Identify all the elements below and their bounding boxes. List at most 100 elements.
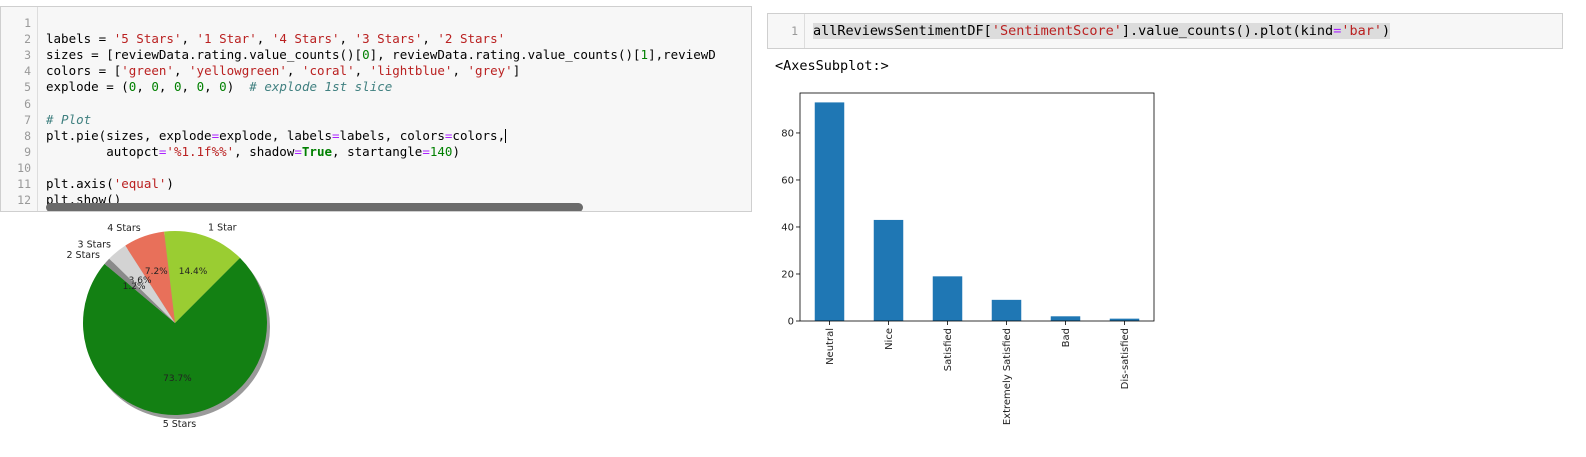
bar-chart: 0 20 40 60 80 Neutral Nice Satisfied Extremely S… — [781, 92, 1155, 425]
line-number: 10 — [17, 160, 31, 175]
y-tick-label: 20 — [781, 269, 794, 280]
code-token: '1 Star' — [196, 31, 257, 47]
y-tick-label: 40 — [781, 222, 794, 233]
line-number: 6 — [24, 96, 31, 111]
line-number: 5 — [24, 80, 31, 95]
pie-slice — [109, 245, 175, 323]
pie-slice — [104, 258, 175, 323]
code-token: 'grey' — [467, 63, 513, 79]
code-token: ],reviewD — [648, 47, 716, 63]
x-tick-label: Neutral — [825, 328, 836, 365]
code-token: 140 — [429, 143, 453, 159]
code-token: plt.pie(sizes, explode — [46, 127, 212, 143]
code-line[interactable]: colors = ['green', 'yellowgreen', 'coral… — [46, 63, 520, 79]
pie-label: 2 Stars — [66, 250, 100, 261]
code-token: sizes = [reviewData.rating.value_counts(… — [46, 47, 363, 63]
y-tick-label: 0 — [788, 317, 794, 328]
code-token: 0 — [128, 79, 137, 95]
y-tick-label: 80 — [781, 128, 794, 139]
code-token: ], reviewData.rating.value_counts()[ — [369, 47, 641, 63]
code-cell-bar[interactable]: 1 allReviewsSentimentDF['SentimentScore'… — [767, 13, 1563, 49]
pie-slice — [125, 231, 175, 323]
line-number-gutter: 1 — [768, 14, 805, 48]
code-token: 1 — [640, 47, 649, 63]
code-token: 'SentimentScore' — [991, 23, 1122, 39]
bar — [873, 219, 904, 321]
x-tick-label: Satisfied — [943, 328, 954, 371]
code-token: 'coral' — [301, 63, 355, 79]
code-line[interactable]: plt.axis('equal') — [46, 176, 174, 192]
code-token: 0 — [196, 79, 205, 95]
pie-pct-label: 7.2% — [145, 267, 168, 277]
code-token: True — [301, 143, 333, 159]
line-number: 1 — [24, 16, 31, 30]
line-number-gutter — [1, 7, 38, 211]
pie-chart: 73.7% 5 Stars 14.4% 1 Star 7.2% 4 Stars 3.6% 3 … — [66, 222, 270, 430]
pie-slice — [164, 231, 240, 323]
bar — [991, 299, 1022, 321]
code-line[interactable]: allReviewsSentimentDF['SentimentScore'].… — [813, 23, 1391, 39]
code-token: , startangle — [332, 143, 423, 159]
code-token: ) — [452, 143, 460, 159]
code-token: plt.axis( — [46, 176, 114, 191]
bar — [814, 102, 845, 321]
line-number: 7 — [24, 112, 31, 127]
code-token: = — [1333, 23, 1342, 39]
pie-pct-label: 73.7% — [163, 374, 192, 384]
code-token: , shadow — [234, 143, 295, 159]
code-token: = — [422, 143, 430, 159]
code-token: 'equal' — [113, 176, 167, 191]
line-number: 11 — [17, 177, 31, 191]
line-number: 4 — [24, 64, 31, 79]
code-line[interactable]: # Plot — [46, 112, 91, 128]
pie-pct-label: 1.2% — [123, 282, 146, 292]
code-cell-pie[interactable]: 1 2 labels = '5 Stars', '1 Star', '4 Stars… — [0, 6, 752, 212]
code-token: , — [181, 31, 197, 47]
code-token: explode, labels — [219, 127, 332, 143]
code-token: # Plot — [46, 111, 92, 127]
code-token: ) — [226, 79, 250, 95]
code-token: explode = ( — [46, 79, 129, 95]
horizontal-scrollbar[interactable] — [46, 203, 583, 211]
line-number: 2 — [24, 32, 31, 47]
code-token: ] — [512, 63, 521, 79]
code-line[interactable]: autopct='%1.1f%%', shadow=True, startang… — [46, 144, 460, 160]
code-token: '%1.1f%%' — [166, 143, 235, 159]
code-line[interactable]: sizes = [reviewData.rating.value_counts(… — [46, 47, 716, 63]
code-token: , — [158, 79, 174, 95]
bar — [1109, 318, 1140, 321]
code-token: , — [136, 79, 152, 95]
code-token: 0 — [173, 79, 182, 95]
code-token: , — [286, 63, 302, 79]
bar — [932, 276, 963, 321]
y-tick-label: 60 — [781, 175, 794, 186]
code-token: '3 Stars' — [354, 31, 423, 47]
code-token: ) — [1381, 23, 1391, 39]
axes-frame — [799, 92, 1155, 322]
code-token: 'green' — [121, 63, 174, 79]
code-line[interactable]: explode = (0, 0, 0, 0, 0) # explode 1st … — [46, 79, 392, 95]
code-token: '4 Stars' — [271, 31, 340, 47]
bar — [1050, 316, 1081, 321]
line-number: 1 — [791, 24, 798, 38]
code-line[interactable]: plt.pie(sizes, explode=explode, labels=l… — [46, 127, 507, 144]
code-line[interactable]: labels = '5 Stars', '1 Star', '4 Stars',… — [46, 31, 505, 47]
pie-label: 4 Stars — [107, 223, 141, 234]
output-label: <AxesSubplot:> — [775, 58, 889, 74]
code-token: 0 — [151, 79, 159, 95]
line-number: 9 — [24, 144, 31, 159]
code-token: , — [173, 63, 190, 79]
code-token: ].value_counts().plot(kind — [1121, 23, 1334, 39]
x-tick-label: Dis-satisfied — [1120, 328, 1131, 389]
code-token: colors, — [452, 127, 506, 143]
line-number: 3 — [24, 48, 31, 63]
code-token: allReviewsSentimentDF[ — [813, 23, 992, 39]
pie-slice — [83, 257, 267, 415]
code-token: 0 — [362, 47, 370, 63]
code-token: = — [294, 143, 302, 159]
text-cursor — [505, 129, 507, 144]
code-token: '5 Stars' — [113, 31, 182, 47]
x-tick-label: Extremely Satisfied — [1002, 328, 1013, 425]
code-token: , — [422, 31, 438, 47]
code-token: , — [204, 79, 220, 95]
